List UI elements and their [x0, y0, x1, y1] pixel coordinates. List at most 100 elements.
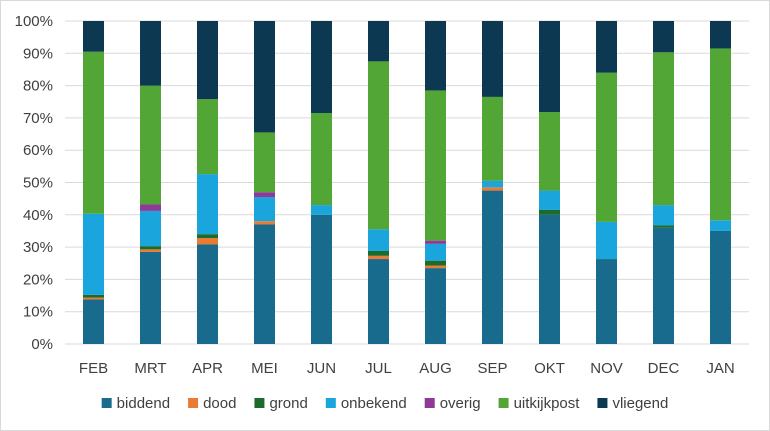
bar-segment-dood — [197, 238, 218, 245]
bar-segment-uitkijkpost — [254, 132, 275, 193]
bar-segment-vliegend — [368, 21, 389, 62]
legend-label: onbekend — [341, 395, 407, 412]
bar-segment-dood — [482, 187, 503, 191]
legend-label: biddend — [117, 395, 170, 412]
legend-swatch — [597, 398, 608, 408]
bar-segment-uitkijkpost — [140, 85, 161, 205]
x-tick-label: APR — [192, 360, 223, 377]
bar-segment-onbekend — [83, 213, 104, 295]
bar-segment-onbekend — [197, 174, 218, 235]
bar-segment-overig — [254, 192, 275, 198]
bar-segment-uitkijkpost — [83, 51, 104, 214]
bar-segment-biddend — [482, 190, 503, 344]
bar-segment-onbekend — [425, 243, 446, 261]
y-tick-label: 40% — [23, 207, 53, 224]
legend-swatch — [101, 398, 112, 408]
bar-segment-uitkijkpost — [425, 90, 446, 241]
bar-segment-vliegend — [140, 21, 161, 86]
x-tick-label: JUL — [365, 360, 392, 377]
x-tick-label: DEC — [648, 360, 680, 377]
bar-segment-vliegend — [482, 21, 503, 97]
bar-segment-vliegend — [539, 21, 560, 113]
bar-segment-dood — [254, 221, 275, 225]
y-axis-ticks: 0% 10% 20% 30% 40% 50% 60% 70% 80% 90% 100% — [15, 13, 53, 353]
legend-label: grond — [269, 395, 307, 412]
bars — [83, 21, 731, 344]
bar-segment-biddend — [197, 244, 218, 344]
legend-label: vliegend — [612, 395, 668, 412]
bar-segment-uitkijkpost — [710, 48, 731, 221]
bar-segment-grond — [539, 209, 560, 215]
bar-segment-uitkijkpost — [539, 112, 560, 191]
bar-segment-grond — [425, 260, 446, 266]
bar-segment-biddend — [311, 214, 332, 344]
bar-segment-uitkijkpost — [596, 72, 617, 222]
x-tick-label: OKT — [534, 360, 565, 377]
bar-segment-grond — [140, 246, 161, 250]
legend: biddend dood grond onbekend overig uitkijkpos… — [101, 395, 668, 412]
bar-segment-onbekend — [368, 229, 389, 251]
bar-segment-biddend — [653, 227, 674, 344]
bar-segment-vliegend — [83, 21, 104, 52]
bar-segment-onbekend — [254, 197, 275, 222]
bar-segment-grond — [83, 294, 104, 298]
bar-segment-grond — [197, 234, 218, 239]
y-tick-label: 0% — [31, 336, 53, 353]
bar-segment-onbekend — [596, 221, 617, 260]
bar-segment-grond — [368, 250, 389, 256]
x-tick-label: MRT — [134, 360, 166, 377]
bar-segment-dood — [425, 265, 446, 269]
bar-segment-biddend — [83, 299, 104, 344]
bar-segment-onbekend — [311, 205, 332, 215]
bar-segment-biddend — [140, 251, 161, 344]
bar-segment-biddend — [710, 230, 731, 344]
bar-segment-onbekend — [653, 205, 674, 226]
bar-segment-onbekend — [539, 190, 560, 210]
bar-segment-vliegend — [254, 21, 275, 133]
bar-segment-vliegend — [596, 21, 617, 73]
bar-segment-uitkijkpost — [482, 96, 503, 181]
legend-label: uitkijkpost — [514, 395, 581, 412]
y-tick-label: 60% — [23, 142, 53, 159]
bar-segment-vliegend — [710, 21, 731, 49]
legend-swatch — [254, 398, 265, 408]
bar-segment-dood — [83, 297, 104, 300]
x-tick-label: JAN — [706, 360, 734, 377]
y-tick-label: 70% — [23, 110, 53, 127]
legend-swatch — [188, 398, 199, 408]
x-tick-label: NOV — [590, 360, 623, 377]
bar-segment-vliegend — [425, 21, 446, 91]
y-tick-label: 10% — [23, 304, 53, 321]
legend-swatch — [424, 398, 435, 408]
bar-segment-onbekend — [710, 220, 731, 231]
y-tick-label: 90% — [23, 45, 53, 62]
bar-segment-biddend — [254, 224, 275, 344]
bar-segment-vliegend — [311, 21, 332, 114]
x-tick-label: MEI — [251, 360, 278, 377]
bar-segment-uitkijkpost — [653, 52, 674, 206]
bar-segment-vliegend — [653, 21, 674, 53]
gridlines — [65, 20, 749, 345]
x-axis-ticks: FEB MRT APR MEI JUN JUL AUG SEP OKT NOV DEC JAN — [79, 360, 735, 377]
bar-segment-uitkijkpost — [197, 99, 218, 175]
bar-segment-biddend — [425, 268, 446, 344]
bar-segment-uitkijkpost — [311, 113, 332, 206]
y-tick-label: 30% — [23, 239, 53, 256]
x-tick-label: JUN — [307, 360, 336, 377]
bar-segment-overig — [425, 240, 446, 244]
bar-segment-dood — [140, 249, 161, 252]
bar-segment-biddend — [596, 259, 617, 344]
bar-segment-overig — [140, 204, 161, 211]
legend-swatch — [325, 398, 336, 408]
x-tick-label: AUG — [419, 360, 452, 377]
bar-segment-biddend — [539, 214, 560, 344]
legend-swatch — [498, 398, 509, 408]
bar-segment-biddend — [368, 259, 389, 344]
bar-segment-dood — [368, 255, 389, 260]
y-tick-label: 20% — [23, 271, 53, 288]
legend-label: overig — [440, 395, 481, 412]
bar-segment-onbekend — [140, 210, 161, 247]
bar-segment-uitkijkpost — [368, 61, 389, 230]
